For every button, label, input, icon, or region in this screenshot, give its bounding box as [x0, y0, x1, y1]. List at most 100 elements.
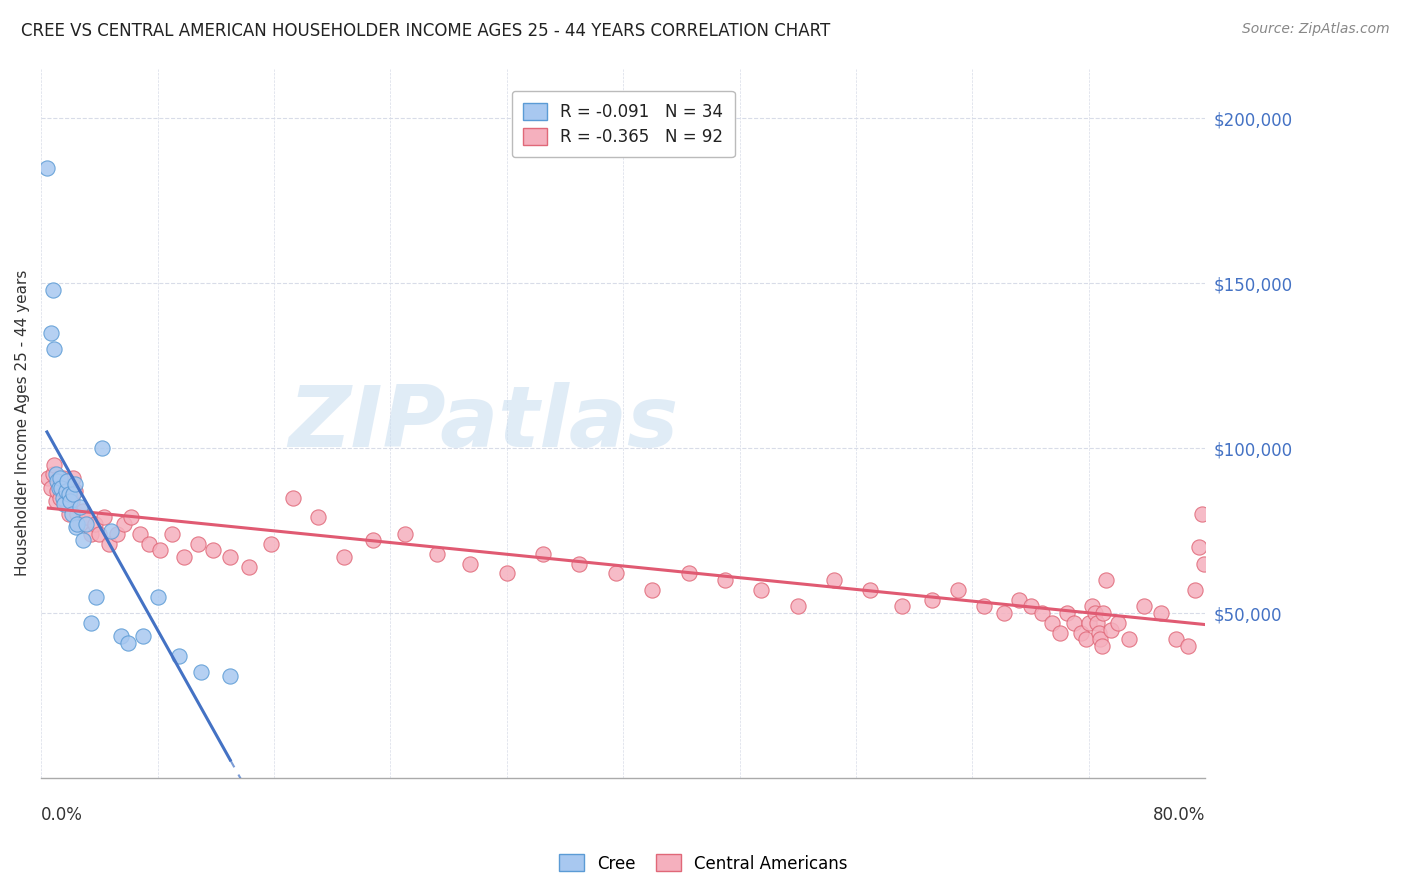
Point [117, 636, 139, 650]
Point [823, 573, 845, 587]
Point [48, 481, 70, 495]
Point [426, 547, 449, 561]
Point [132, 629, 155, 643]
Point [105, 526, 128, 541]
Point [75, 516, 97, 531]
Point [100, 524, 122, 538]
Point [55, 483, 77, 498]
Point [62, 487, 84, 501]
Point [69, 516, 91, 531]
Point [1164, 632, 1187, 647]
Point [1088, 625, 1111, 640]
Point [55, 493, 77, 508]
Point [63, 477, 86, 491]
Point [93, 510, 115, 524]
Point [46, 474, 69, 488]
Point [120, 510, 142, 524]
Point [495, 566, 517, 581]
Point [60, 507, 83, 521]
Point [60, 493, 83, 508]
Point [993, 606, 1015, 620]
Point [921, 592, 943, 607]
Point [190, 665, 212, 680]
Point [138, 537, 160, 551]
Point [260, 537, 283, 551]
Point [1077, 615, 1099, 630]
Point [51, 481, 73, 495]
Point [44, 342, 66, 356]
Point [129, 526, 152, 541]
Point [1087, 615, 1109, 630]
Point [1192, 557, 1215, 571]
Point [749, 582, 772, 597]
Point [75, 510, 97, 524]
Point [678, 566, 700, 581]
Point [66, 516, 89, 531]
Point [59, 493, 82, 508]
Point [89, 526, 111, 541]
Point [169, 648, 191, 663]
Point [1080, 599, 1102, 614]
Point [1091, 639, 1114, 653]
Point [641, 582, 664, 597]
Point [973, 599, 995, 614]
Point [1107, 615, 1129, 630]
Point [219, 549, 242, 564]
Point [58, 507, 80, 521]
Point [201, 543, 224, 558]
Point [219, 669, 242, 683]
Point [44, 458, 66, 472]
Text: ZIPatlas: ZIPatlas [288, 382, 679, 465]
Point [112, 516, 135, 531]
Point [160, 526, 183, 541]
Text: Source: ZipAtlas.com: Source: ZipAtlas.com [1241, 22, 1389, 37]
Point [1063, 615, 1085, 630]
Point [56, 477, 79, 491]
Point [1177, 639, 1199, 653]
Point [63, 483, 86, 498]
Point [69, 500, 91, 515]
Point [72, 533, 94, 548]
Point [238, 559, 260, 574]
Point [46, 483, 69, 498]
Point [52, 471, 75, 485]
Point [1092, 606, 1115, 620]
Point [1090, 632, 1112, 647]
Point [42, 283, 65, 297]
Point [1150, 606, 1173, 620]
Point [531, 547, 554, 561]
Point [45, 467, 67, 482]
Point [1049, 625, 1071, 640]
Point [53, 497, 76, 511]
Point [110, 629, 132, 643]
Point [39, 326, 62, 340]
Point [91, 441, 114, 455]
Point [45, 493, 67, 508]
Point [859, 582, 882, 597]
Point [1191, 507, 1213, 521]
Point [56, 474, 79, 488]
Point [1118, 632, 1140, 647]
Point [1099, 623, 1122, 637]
Point [946, 582, 969, 597]
Point [1083, 606, 1105, 620]
Point [39, 481, 62, 495]
Point [146, 590, 169, 604]
Point [605, 566, 627, 581]
Point [1040, 615, 1063, 630]
Point [79, 615, 101, 630]
Point [281, 491, 304, 505]
Point [332, 549, 354, 564]
Point [1095, 573, 1118, 587]
Point [568, 557, 591, 571]
Point [48, 471, 70, 485]
Point [58, 487, 80, 501]
Legend: Cree, Central Americans: Cree, Central Americans [553, 847, 853, 880]
Point [49, 491, 72, 505]
Point [891, 599, 914, 614]
Point [79, 526, 101, 541]
Point [1070, 625, 1092, 640]
Point [1056, 606, 1078, 620]
Point [1074, 632, 1097, 647]
Point [173, 549, 195, 564]
